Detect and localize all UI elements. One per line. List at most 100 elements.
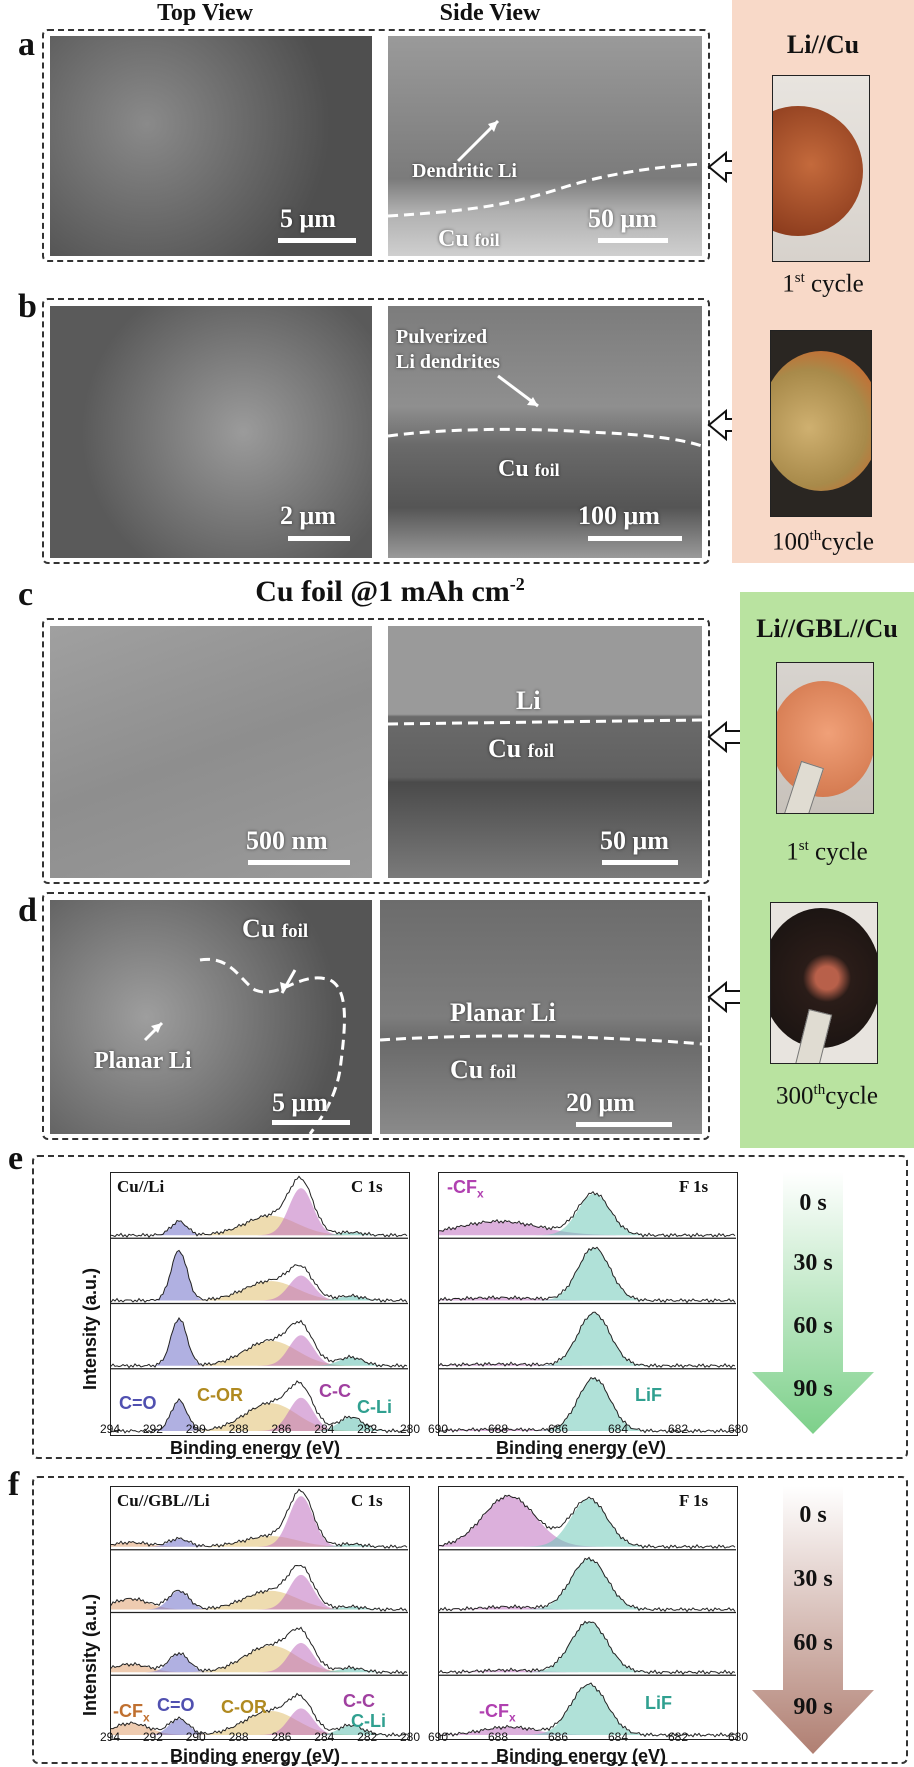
interface-line-d [380,1034,702,1046]
xps-component-peak [111,1221,408,1236]
peak-f-f-cfx-sub: x [509,1710,516,1725]
x-tick-label: 284 [314,1730,335,1744]
cu-text-c: Cu [488,734,522,763]
x-tick-label: 686 [548,1730,569,1744]
x-tick-label: 280 [400,1730,421,1744]
sem-a-side: Dendritic Li Cu foil 50 μm [388,36,702,256]
scale-bar-c-top [248,860,350,865]
xps-e-c1s-plot [110,1175,408,1434]
peak-e-cor: C-OR [197,1385,243,1405]
cu-text-b: Cu [498,456,529,482]
time-e-0: 0 s [799,1190,827,1216]
peak-f-cor: C-OR [221,1697,267,1717]
li-cu-disc-100th [771,351,871,491]
dendritic-li-label: Dendritic Li [412,160,517,182]
xps-e-f1s-plot [438,1191,736,1434]
foil-text-c: foil [527,741,555,762]
foil-text-b: foil [534,460,560,480]
x-tick-label: 688 [488,1422,509,1436]
interface-line-b [388,374,702,448]
panel-c-frame [42,618,710,884]
xps-component-peak [111,1281,408,1301]
xps-component-peak [439,1558,736,1610]
scale-c-top: 500 nm [246,826,328,855]
cycle-100th-num: 100 [772,528,810,556]
x-tick-label: 688 [488,1730,509,1744]
cycle-100th-sup: th [809,528,822,544]
cu-text-d-top: Cu [242,914,276,943]
xps-component-peak [111,1544,408,1547]
pulverized-label: Pulverized [396,326,488,348]
panel-c-title-sup: -2 [509,574,525,594]
xps-component-peak [439,1247,736,1301]
sample-e-c1s: Cu//Li [117,1177,165,1196]
xps-spectrum-line [438,1191,736,1238]
xps-component-peak [439,1621,736,1673]
side-view-header: Side View [439,0,541,26]
gbl-cycle-1st-num: 1 [786,838,799,866]
xps-spectrum-line [110,1564,408,1612]
xps-f-c1s-plot [110,1488,408,1738]
foil-text-d-side: foil [489,1062,517,1083]
x-tick-label: 282 [357,1422,378,1436]
xps-component-peak [439,1193,736,1236]
core-f-c1s: C 1s [351,1491,383,1510]
cycle-1st-sup: st [794,270,805,286]
xlabel-e-f1s: Binding energy (eV) [496,1438,667,1458]
xps-component-peak [111,1403,408,1431]
time-f-60: 60 s [793,1630,833,1656]
xps-component-peak [111,1318,408,1366]
interface-line-a [388,119,702,218]
scale-b-top: 2 μm [280,501,336,530]
cu-text-d-side: Cu [450,1055,484,1084]
xps-spectrum-line [438,1494,736,1550]
panel-label-e: e [8,1140,24,1177]
li-gbl-cu-cycle-1st: 1st cycle [727,838,914,866]
panel-label-f: f [8,1466,20,1503]
panel-c-title-text: Cu foil @1 mAh cm [255,575,510,608]
panel-label-a: a [18,26,35,63]
peak-f-f-cfx-text: -CF [479,1701,509,1721]
xps-component-peak [111,1542,408,1547]
time-e-30: 30 s [793,1250,833,1276]
xps-spectrum-line [110,1316,408,1369]
panel-label-c: c [18,576,34,613]
cycle-1st-num: 1 [782,270,795,298]
x-tick-label: 280 [400,1422,421,1436]
xps-component-peak [111,1606,408,1610]
sem-c-side: Li Cu foil 50 μm [388,626,702,878]
scale-bar-a-side [598,238,668,243]
xps-f-c1s: Cu//GBL//Li C 1s -CFx C=O C-OR C-C C-Li [110,1486,410,1740]
scale-b-side: 100 μm [578,501,660,530]
foil-text-a: foil [474,230,500,250]
time-e-60: 60 s [793,1313,833,1339]
x-tick-label: 690 [428,1422,449,1436]
peak-e-cli: C-Li [357,1397,392,1417]
peak-e-cc: C-C [319,1381,351,1401]
cycle-300th-word: cycle [825,1082,878,1110]
x-tick-label: 292 [142,1730,163,1744]
scale-bar-a-top [278,238,356,243]
x-tick-label: 686 [548,1422,569,1436]
peak-e-cfx-sub: x [477,1186,484,1201]
li-dendrites-label: Li dendrites [396,351,500,373]
scale-d-top: 5 μm [272,1088,328,1117]
xps-spectrum-line [110,1692,408,1738]
xps-e-c1s: Cu//Li C 1s C=O C-OR C-C C-Li [110,1172,410,1436]
x-tick-label: 682 [668,1730,689,1744]
xps-component-peak [111,1653,408,1673]
xps-f-f1s: F 1s -CFx LiF [438,1486,738,1740]
ylabel-e: Intensity (a.u.) [80,1267,100,1390]
peak-e-co: C=O [119,1393,157,1413]
scale-a-side: 50 μm [588,204,657,233]
xps-component-peak [111,1340,408,1366]
li-cu-title: Li//Cu [786,30,860,59]
xps-component-peak [111,1215,408,1236]
time-f-30: 30 s [793,1566,833,1592]
xps-component-peak [111,1536,408,1547]
sem-b-top: 2 μm [50,306,372,558]
scale-bar-b-side [588,536,682,541]
cu-foil-outline-d [143,957,346,1134]
li-gbl-cu-cycle-300th: 300thcycle [727,1082,914,1110]
time-arrow-f [748,1486,878,1761]
